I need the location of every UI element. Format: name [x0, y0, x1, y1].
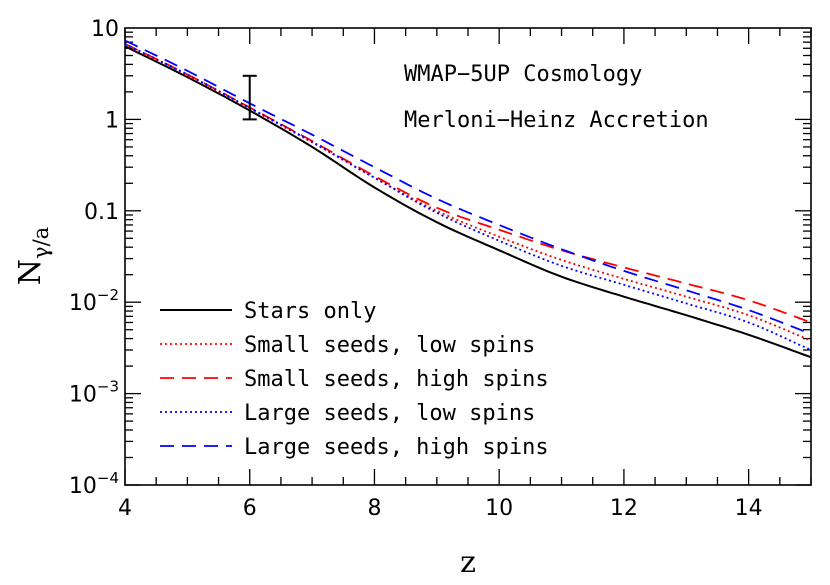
series-line-2	[124, 43, 812, 324]
x-tick-label: 4	[118, 496, 132, 521]
series-line-4	[124, 39, 812, 335]
series-line-3	[124, 43, 812, 351]
y-tick-label: 10−4	[69, 469, 119, 499]
annotation-cosmology: WMAP−5UP Cosmology	[404, 62, 642, 87]
legend-label-4: Large seeds, high spins	[244, 435, 549, 460]
y-tick-label: 1	[105, 108, 119, 133]
error-bar	[242, 74, 257, 121]
ticks-layer: 4 6 8 10 12 14 10 1 0.1 10−2 10−3 10−4	[69, 17, 812, 521]
y-tick-label: 10−2	[69, 286, 119, 316]
series-line-0	[124, 45, 812, 359]
y-axis-title-main: N	[13, 259, 48, 285]
series-layer	[124, 39, 812, 359]
legend-label-1: Small seeds, low spins	[244, 333, 535, 358]
legend: Stars only Small seeds, low spins Small se…	[160, 299, 549, 460]
x-tick-label: 12	[610, 496, 638, 521]
x-tick-label: 14	[735, 496, 763, 521]
y-tick-label: 10−3	[69, 378, 119, 408]
x-axis-title: z	[460, 545, 476, 580]
x-tick-label: 10	[485, 496, 513, 521]
x-tick-label: 6	[243, 496, 257, 521]
legend-label-0: Stars only	[244, 299, 376, 324]
y-axis-title-subscript: γ/a	[29, 227, 53, 259]
annotation-accretion: Merloni−Heinz Accretion	[404, 108, 709, 133]
legend-label-3: Large seeds, low spins	[244, 401, 535, 426]
legend-label-2: Small seeds, high spins	[244, 367, 549, 392]
y-tick-label: 10	[91, 17, 119, 42]
y-tick-label: 0.1	[84, 200, 119, 225]
y-axis-title: Nγ/a	[13, 227, 53, 285]
x-tick-label: 8	[367, 496, 381, 521]
